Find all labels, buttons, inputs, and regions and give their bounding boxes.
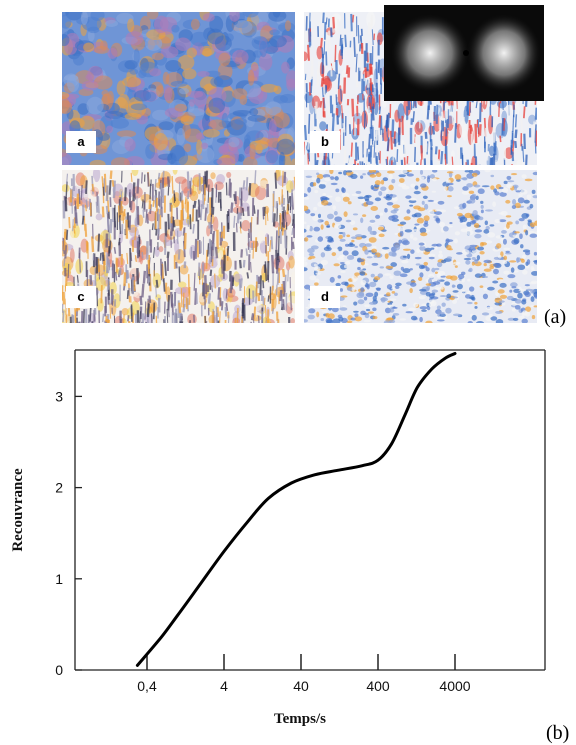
panel-label-c: c <box>66 286 96 308</box>
x-tick-label: 4 <box>220 678 228 694</box>
chart-series <box>135 352 457 667</box>
diffraction-pattern <box>384 5 544 101</box>
figure-label-a: (a) <box>544 306 567 328</box>
y-axis-title: Recouvrance <box>10 468 26 552</box>
x-axis-title: Temps/s <box>274 711 326 727</box>
chart-axes <box>74 349 546 671</box>
micrograph-a <box>62 12 295 165</box>
x-tick-label: 400 <box>366 678 390 694</box>
x-tick-label: 40 <box>293 678 309 694</box>
figure-label-b: (b) <box>546 722 570 744</box>
micrograph-c-texture <box>62 170 295 323</box>
micrograph-c <box>62 170 295 323</box>
recovery-curve <box>135 352 457 667</box>
y-tick-label: 1 <box>55 571 63 587</box>
panel-label-b: b <box>310 131 340 153</box>
panel-label-a: a <box>66 131 96 153</box>
micrograph-a-texture <box>62 12 295 165</box>
x-tick-label: 0,4 <box>137 678 157 694</box>
x-tick-label: 4000 <box>439 678 470 694</box>
y-tick-label: 3 <box>55 388 63 404</box>
chart-ticks: 0,4 4 40 400 4000 0 1 2 3 <box>55 388 471 694</box>
y-tick-label: 2 <box>55 480 63 496</box>
panel-label-d: d <box>310 286 340 308</box>
micrograph-d-texture <box>304 170 537 323</box>
micrograph-d <box>304 170 537 323</box>
micrograph-b-diffraction-inset <box>384 5 544 101</box>
y-tick-label: 0 <box>55 662 63 678</box>
recovery-chart: 0,4 4 40 400 4000 0 1 2 3 Temps/s Recouvrance <box>10 349 546 727</box>
